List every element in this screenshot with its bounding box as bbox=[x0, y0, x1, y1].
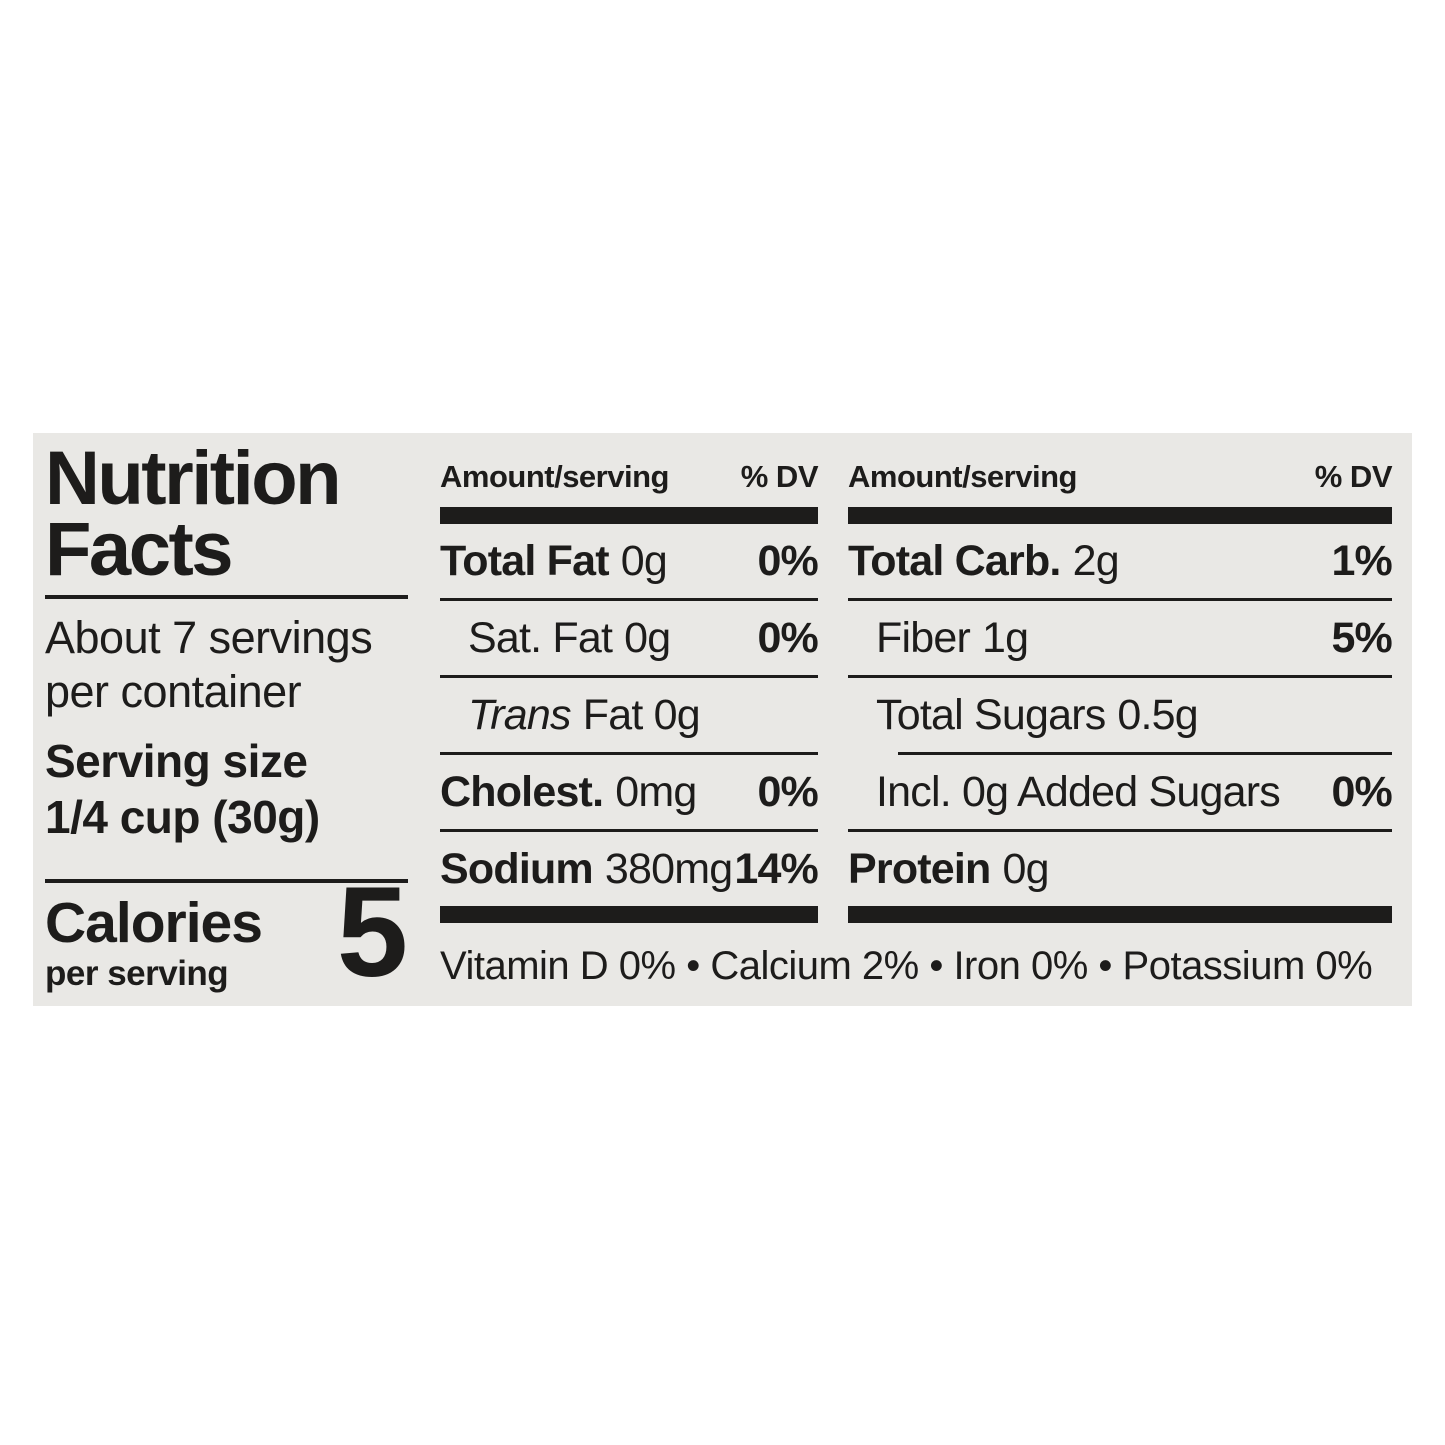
hairline-divider bbox=[440, 675, 818, 678]
label-title: Nutrition Facts bbox=[45, 436, 408, 592]
nutrient-row-sodium: Sodium 380mg 14% bbox=[440, 832, 819, 906]
row-dv: 5% bbox=[1331, 613, 1392, 662]
row-name: Total Fat bbox=[440, 536, 610, 585]
hairline-divider bbox=[898, 752, 1392, 755]
row-amount: 0.5g bbox=[1117, 690, 1198, 739]
row-name: Total Sugars bbox=[876, 690, 1106, 739]
calories-label: Calories bbox=[45, 891, 263, 955]
row-amount: Fat 0g bbox=[582, 690, 701, 739]
nutrient-row-added-sugars: Incl. 0g Added Sugars 0% bbox=[848, 755, 1393, 829]
servings-line1: About 7 servings bbox=[45, 612, 373, 663]
row-amount: 0mg bbox=[615, 767, 697, 816]
servings-per-container: About 7 servings per container bbox=[45, 611, 408, 719]
nutrient-row-total-sugars: Total Sugars 0.5g bbox=[848, 678, 1392, 752]
column-header: Amount/serving % DV bbox=[440, 455, 819, 495]
nutrition-facts-label: Nutrition Facts About 7 servings per con… bbox=[33, 433, 1412, 1006]
row-name: Protein bbox=[848, 844, 991, 893]
row-amount: 0g bbox=[624, 613, 671, 662]
row-amount: 0g bbox=[620, 536, 668, 585]
nutrient-column-1: Amount/serving % DV Total Fat 0g 0% Sat. … bbox=[440, 433, 819, 923]
micronutrients-line: Vitamin D 0% • Calcium 2% • Iron 0% • Po… bbox=[440, 944, 1373, 988]
nutrient-row-total-fat: Total Fat 0g 0% bbox=[440, 524, 819, 598]
hairline-divider bbox=[848, 598, 1392, 601]
row-name: Fiber bbox=[876, 613, 971, 662]
calories-per-serving-label: per serving bbox=[45, 954, 229, 993]
serving-size-value: 1/4 cup (30g) bbox=[45, 791, 320, 843]
nutrient-row-cholesterol: Cholest. 0mg 0% bbox=[440, 755, 819, 829]
row-amount: 2g bbox=[1072, 536, 1120, 585]
percent-dv-heading: % DV bbox=[740, 459, 819, 494]
serving-size-label: Serving size bbox=[45, 735, 308, 787]
row-dv: 0% bbox=[1331, 767, 1392, 816]
percent-dv-heading: % DV bbox=[1314, 459, 1393, 494]
nutrient-row-protein: Protein 0g bbox=[848, 832, 1392, 906]
row-name: Cholest. bbox=[440, 767, 604, 816]
row-name: Trans bbox=[468, 690, 572, 739]
row-amount: 1g bbox=[981, 613, 1029, 662]
section-bar bbox=[848, 507, 1392, 524]
calories-value: 5 bbox=[336, 861, 408, 1004]
section-bar bbox=[440, 507, 818, 524]
amount-per-serving-heading: Amount/serving bbox=[440, 459, 669, 494]
nutrient-row-fiber: Fiber 1g 5% bbox=[848, 601, 1393, 675]
row-name: Incl. 0g Added Sugars bbox=[876, 767, 1281, 816]
servings-line2: per container bbox=[45, 666, 302, 717]
title-line1: Nutrition bbox=[45, 436, 342, 521]
nutrient-column-2: Amount/serving % DV Total Carb. 2g 1% Fib… bbox=[848, 433, 1393, 923]
section-bar bbox=[440, 906, 818, 923]
nutrient-row-sat-fat: Sat. Fat 0g 0% bbox=[440, 601, 819, 675]
row-name: Sat. Fat bbox=[468, 613, 613, 662]
row-amount: 0g bbox=[1002, 844, 1050, 893]
title-divider bbox=[45, 595, 408, 599]
summary-column: Nutrition Facts About 7 servings per con… bbox=[45, 433, 408, 1006]
section-bar bbox=[848, 906, 1392, 923]
row-dv: 0% bbox=[757, 613, 818, 662]
hairline-divider bbox=[440, 598, 818, 601]
title-line2: Facts bbox=[45, 507, 234, 592]
row-dv: 0% bbox=[757, 767, 818, 816]
calories-divider bbox=[45, 879, 408, 883]
nutrient-row-total-carb: Total Carb. 2g 1% bbox=[848, 524, 1393, 598]
amount-per-serving-heading: Amount/serving bbox=[848, 459, 1077, 494]
column-header: Amount/serving % DV bbox=[848, 455, 1393, 495]
nutrient-row-trans-fat: Trans Fat 0g bbox=[440, 678, 818, 752]
row-dv: 1% bbox=[1331, 536, 1392, 585]
row-dv: 0% bbox=[757, 536, 818, 585]
row-dv: 14% bbox=[734, 844, 818, 893]
hairline-divider bbox=[440, 752, 818, 755]
hairline-divider bbox=[848, 675, 1392, 678]
row-name: Total Carb. bbox=[848, 536, 1061, 585]
hairline-divider bbox=[440, 829, 818, 832]
row-amount: 380mg bbox=[604, 844, 733, 893]
serving-size: Serving size 1/4 cup (30g) bbox=[45, 733, 408, 845]
row-name: Sodium bbox=[440, 844, 594, 893]
hairline-divider bbox=[848, 829, 1392, 832]
